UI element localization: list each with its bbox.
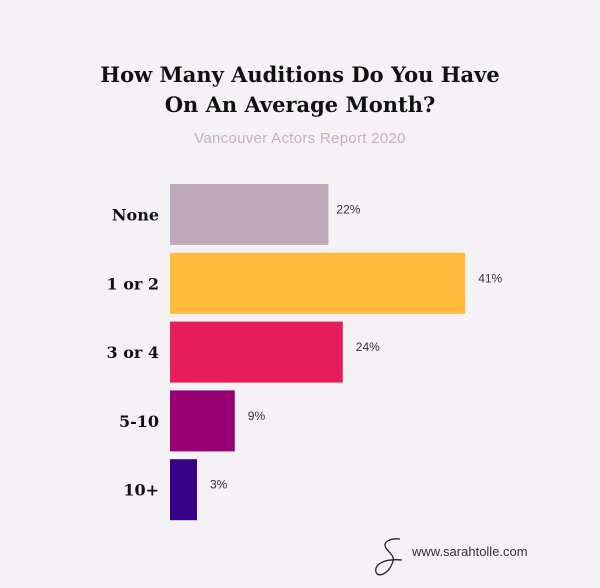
bar xyxy=(170,321,343,383)
signature-logo-icon xyxy=(375,538,403,576)
value-label: 9% xyxy=(248,409,266,423)
category-label: 5-10 xyxy=(119,412,159,431)
value-label: 24% xyxy=(356,340,380,354)
bar xyxy=(170,459,197,521)
category-label: None xyxy=(112,206,159,225)
value-label: 22% xyxy=(336,203,360,217)
chart-subtitle: Vancouver Actors Report 2020 xyxy=(194,130,406,147)
value-label: 3% xyxy=(210,478,228,492)
value-label: 41% xyxy=(478,271,502,285)
title-line-2: On An Average Month? xyxy=(164,92,436,117)
title-line-1: How Many Auditions Do You Have xyxy=(100,62,500,87)
bar xyxy=(170,390,235,452)
chart-title: How Many Auditions Do You Have On An Ave… xyxy=(0,60,600,120)
category-label: 1 or 2 xyxy=(106,274,159,293)
bar xyxy=(170,184,329,245)
website-link[interactable]: www.sarahtolle.com xyxy=(412,544,528,559)
bar xyxy=(170,252,466,314)
category-label: 3 or 4 xyxy=(106,343,159,362)
category-label: 10+ xyxy=(123,481,159,500)
